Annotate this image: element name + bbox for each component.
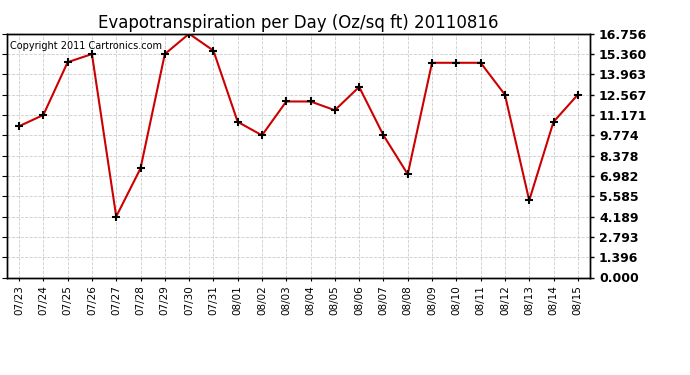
Text: Copyright 2011 Cartronics.com: Copyright 2011 Cartronics.com (10, 41, 162, 51)
Title: Evapotranspiration per Day (Oz/sq ft) 20110816: Evapotranspiration per Day (Oz/sq ft) 20… (98, 14, 499, 32)
